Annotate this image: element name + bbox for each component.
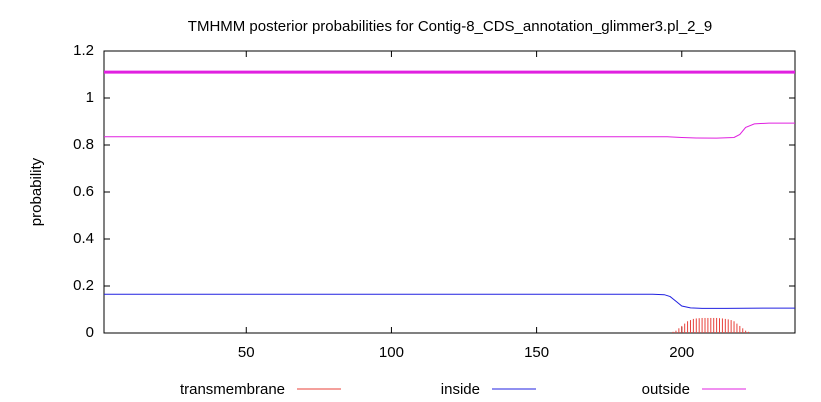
x-tick-label: 200 <box>669 344 694 361</box>
x-tick-label: 50 <box>238 344 255 361</box>
legend-label: transmembrane <box>180 381 285 398</box>
y-tick-label: 0.6 <box>73 183 94 200</box>
legend-label: inside <box>441 381 480 398</box>
series-line <box>104 122 795 139</box>
x-tick-label: 150 <box>524 344 549 361</box>
y-tick-label: 0.2 <box>73 277 94 294</box>
y-tick-label: 1.2 <box>73 42 94 59</box>
chart-title: TMHMM posterior probabilities for Contig… <box>188 18 712 35</box>
y-axis-label: probability <box>28 157 45 226</box>
y-tick-label: 0.4 <box>73 230 94 247</box>
y-tick-label: 0 <box>86 324 94 341</box>
y-tick-label: 1 <box>86 89 94 106</box>
series-line <box>104 293 795 309</box>
y-tick-label: 0.8 <box>73 136 94 153</box>
legend-label: outside <box>642 381 690 398</box>
plot-frame <box>103 50 796 334</box>
x-tick-label: 100 <box>379 344 404 361</box>
